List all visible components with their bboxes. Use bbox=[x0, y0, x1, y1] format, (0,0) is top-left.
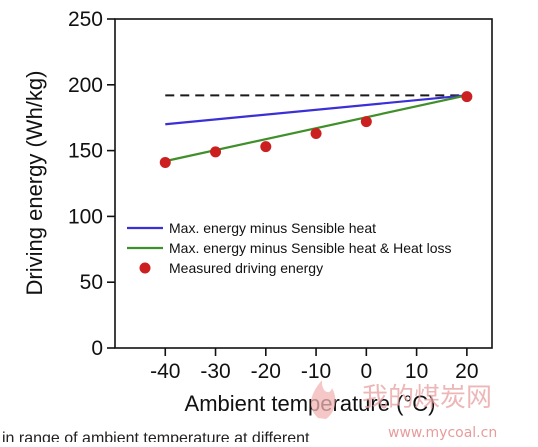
y-tick-label: 0 bbox=[91, 337, 103, 360]
x-tick-label: -30 bbox=[200, 360, 230, 383]
series-line-0 bbox=[165, 94, 467, 126]
data-point bbox=[159, 156, 171, 168]
y-tick-label: 50 bbox=[80, 271, 103, 294]
data-point bbox=[210, 146, 222, 158]
watermark-url: www.mycoal.cn bbox=[388, 425, 497, 441]
legend-label: Measured driving energy bbox=[169, 260, 323, 276]
y-tick-label: 200 bbox=[68, 74, 103, 97]
watermark: 我的煤炭网 www.mycoal.cn bbox=[310, 380, 497, 441]
legend: Max. energy minus Sensible heat Max. ener… bbox=[127, 220, 451, 276]
flame-logo-icon bbox=[310, 380, 336, 419]
y-axis: 0 50 100 150 200 250 bbox=[68, 8, 115, 360]
x-tick-label: 10 bbox=[405, 360, 428, 383]
x-tick-label: 20 bbox=[455, 360, 478, 383]
watermark-text: 我的煤炭网 bbox=[362, 383, 492, 413]
data-point bbox=[260, 141, 272, 153]
x-axis-title: Ambient temperature (°C) bbox=[185, 391, 436, 416]
data-point bbox=[360, 116, 372, 128]
x-axis: -40 -30 -20 -10 0 10 20 bbox=[150, 348, 479, 383]
x-tick-label: 0 bbox=[360, 360, 372, 383]
y-tick-label: 100 bbox=[68, 205, 103, 228]
y-tick-label: 250 bbox=[68, 8, 103, 31]
caption-fragment: in range of ambient temperature at diffe… bbox=[2, 430, 310, 442]
data-point bbox=[461, 91, 473, 103]
data-point bbox=[310, 127, 322, 139]
series-layer bbox=[159, 91, 473, 168]
x-tick-label: -10 bbox=[301, 360, 331, 383]
legend-label: Max. energy minus Sensible heat & Heat l… bbox=[169, 240, 451, 256]
legend-swatch-dot bbox=[139, 262, 151, 274]
x-tick-label: -20 bbox=[251, 360, 281, 383]
plot-frame bbox=[114, 18, 493, 349]
legend-label: Max. energy minus Sensible heat bbox=[169, 220, 376, 236]
y-axis-title: Driving energy (Wh/kg) bbox=[22, 71, 47, 296]
y-tick-label: 150 bbox=[68, 140, 103, 163]
x-tick-label: -40 bbox=[150, 360, 180, 383]
